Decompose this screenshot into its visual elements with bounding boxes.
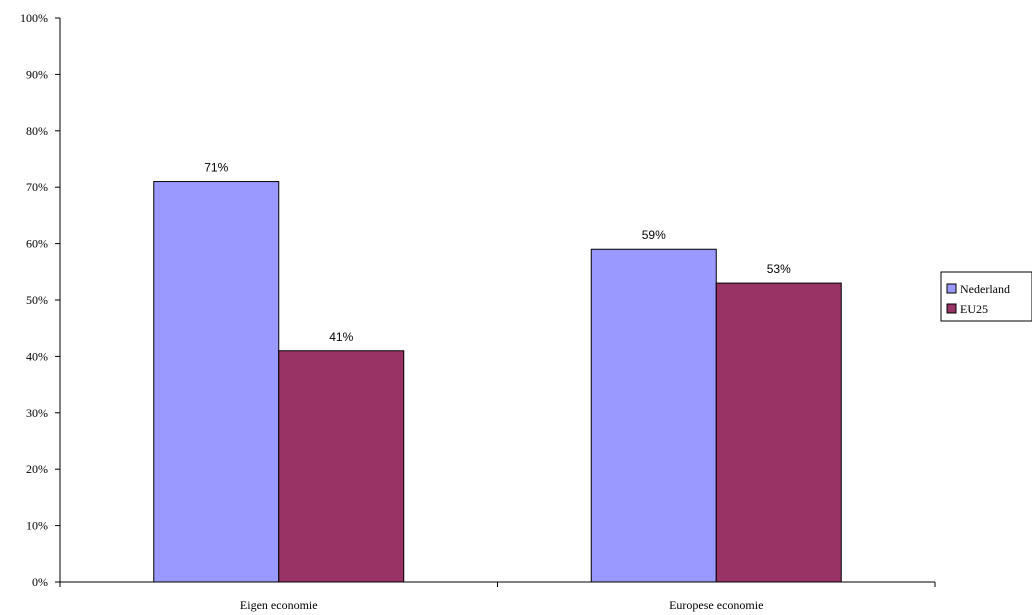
y-tick-label: 80% [26,124,48,138]
bar-eu25-0 [278,350,405,583]
y-axis-ticks: 0% 10% 20% 30% 40% 50% 60% 70% 80% 90% 100% [20,11,60,589]
data-label: 71% [204,161,228,175]
y-tick-label: 50% [26,293,48,307]
legend-label: EU25 [960,302,988,316]
y-tick-label: 10% [26,519,48,533]
y-tick-label: 60% [26,237,48,251]
axes [59,18,936,587]
legend-swatch [946,283,957,294]
y-tick-label: 70% [26,180,48,194]
y-tick-label: 0% [32,575,48,589]
bars [153,181,842,583]
bar-nederland-0 [153,181,280,583]
category-label: Europese economie [669,598,763,612]
data-labels: 71% 41% 59% 53% [204,161,791,344]
y-tick-label: 30% [26,406,48,420]
legend-swatch [946,303,957,314]
legend: Nederland EU25 [940,271,1032,322]
bar-eu25-1 [715,282,842,583]
bar-nederland-1 [590,248,717,583]
data-label: 53% [767,262,791,276]
y-tick-label: 100% [20,11,48,25]
y-tick-label: 90% [26,67,48,81]
y-tick-label: 40% [26,349,48,363]
data-label: 59% [642,228,666,242]
category-label: Eigen economie [240,598,318,612]
x-axis-labels: Eigen economie Europese economie [240,598,763,612]
y-tick-label: 20% [26,462,48,476]
legend-label: Nederland [960,282,1010,296]
data-label: 41% [329,330,353,344]
